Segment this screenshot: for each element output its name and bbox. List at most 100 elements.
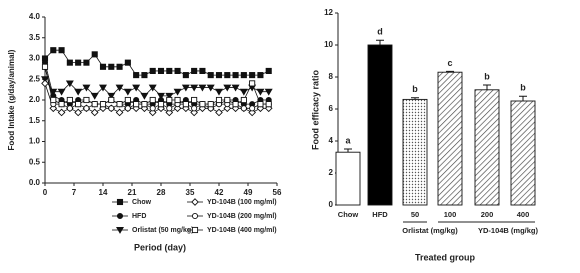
marker bbox=[41, 76, 49, 84]
x-tick-label: Chow bbox=[338, 210, 359, 219]
error-bar bbox=[344, 148, 352, 153]
marker bbox=[190, 84, 199, 92]
marker bbox=[99, 101, 107, 108]
marker bbox=[215, 88, 223, 96]
significance-letter: b bbox=[484, 71, 490, 81]
x-tick-label: 200 bbox=[481, 210, 494, 219]
legend-marker bbox=[191, 212, 199, 220]
x-tick-label: 49 bbox=[244, 188, 253, 197]
legend-label: YD-104B (400 mg/ml) bbox=[207, 227, 277, 234]
marker bbox=[123, 88, 132, 96]
significance-letter: c bbox=[447, 58, 452, 68]
marker bbox=[50, 96, 57, 104]
marker bbox=[265, 67, 272, 74]
marker bbox=[249, 105, 256, 112]
legend-label: YD-104B (200 mg/ml) bbox=[207, 213, 277, 220]
error-bar bbox=[376, 39, 384, 45]
legend-marker bbox=[116, 212, 124, 220]
x-tick-label: 7 bbox=[72, 188, 77, 197]
marker bbox=[157, 67, 165, 74]
marker bbox=[166, 67, 173, 74]
marker bbox=[90, 92, 99, 100]
marker bbox=[116, 63, 123, 70]
legend-label: YD-104B (100 mg/ml) bbox=[207, 199, 277, 206]
marker bbox=[240, 72, 247, 79]
marker bbox=[74, 108, 82, 117]
marker bbox=[58, 47, 65, 54]
marker bbox=[140, 92, 149, 100]
marker bbox=[257, 72, 264, 79]
error-bar bbox=[519, 95, 527, 101]
marker bbox=[99, 63, 107, 70]
marker bbox=[174, 67, 181, 74]
marker bbox=[232, 101, 239, 108]
marker bbox=[249, 72, 256, 79]
y-tick-label: 3.0 bbox=[29, 54, 41, 63]
marker bbox=[141, 101, 148, 108]
significance-letter: b bbox=[520, 83, 526, 93]
marker bbox=[65, 80, 74, 88]
marker bbox=[207, 72, 214, 79]
marker bbox=[124, 59, 131, 66]
marker bbox=[66, 96, 73, 104]
marker bbox=[75, 101, 82, 108]
marker bbox=[108, 96, 115, 104]
marker bbox=[107, 92, 116, 100]
marker bbox=[108, 105, 115, 112]
marker bbox=[157, 104, 165, 113]
marker bbox=[99, 104, 107, 113]
marker bbox=[66, 105, 73, 112]
marker bbox=[133, 101, 140, 108]
marker bbox=[149, 96, 156, 104]
marker bbox=[157, 92, 165, 100]
marker bbox=[206, 84, 215, 92]
marker bbox=[257, 101, 264, 108]
marker bbox=[141, 72, 148, 79]
marker bbox=[66, 59, 73, 66]
marker bbox=[115, 84, 124, 92]
marker bbox=[166, 96, 173, 104]
marker bbox=[75, 59, 82, 66]
y-tick-label: 1.0 bbox=[29, 137, 41, 146]
marker bbox=[90, 108, 99, 117]
marker bbox=[224, 72, 231, 79]
marker bbox=[115, 108, 124, 117]
x-tick-label: 35 bbox=[186, 188, 195, 197]
marker bbox=[191, 96, 198, 104]
x-axis-title: Period (day) bbox=[134, 242, 186, 252]
bar bbox=[335, 151, 361, 206]
marker bbox=[181, 84, 190, 92]
marker bbox=[148, 84, 157, 92]
marker bbox=[223, 84, 232, 92]
bar bbox=[402, 98, 428, 206]
marker bbox=[133, 72, 140, 79]
x-tick-label: HFD bbox=[372, 210, 388, 219]
series-line bbox=[44, 49, 269, 76]
marker bbox=[41, 79, 49, 88]
legend-marker bbox=[116, 198, 124, 206]
marker bbox=[83, 96, 90, 104]
x-tick-label: 28 bbox=[157, 188, 166, 197]
x-tick-label: 50 bbox=[411, 210, 419, 219]
marker bbox=[215, 96, 223, 104]
group-label: Orlistat (mg/kg) bbox=[402, 226, 458, 235]
significance-letter: d bbox=[377, 27, 383, 37]
x-tick-label: 14 bbox=[99, 188, 108, 197]
y-axis-title: Food Intake (g/day/animal) bbox=[7, 49, 16, 150]
legend-label: Orlistat (50 mg/kg) bbox=[132, 227, 193, 234]
marker bbox=[239, 88, 248, 96]
series-line bbox=[44, 66, 269, 105]
error-bar bbox=[446, 70, 454, 73]
significance-letter: a bbox=[345, 135, 351, 145]
marker bbox=[207, 101, 214, 108]
error-bar bbox=[483, 84, 491, 90]
marker bbox=[165, 92, 174, 100]
legend-marker bbox=[191, 226, 199, 234]
bar bbox=[437, 71, 463, 206]
y-tick-label: 3.5 bbox=[29, 33, 41, 42]
y-tick-label: 0 bbox=[329, 200, 334, 209]
y-tick-label: 2 bbox=[329, 168, 334, 177]
marker bbox=[41, 63, 49, 70]
marker bbox=[182, 101, 189, 108]
